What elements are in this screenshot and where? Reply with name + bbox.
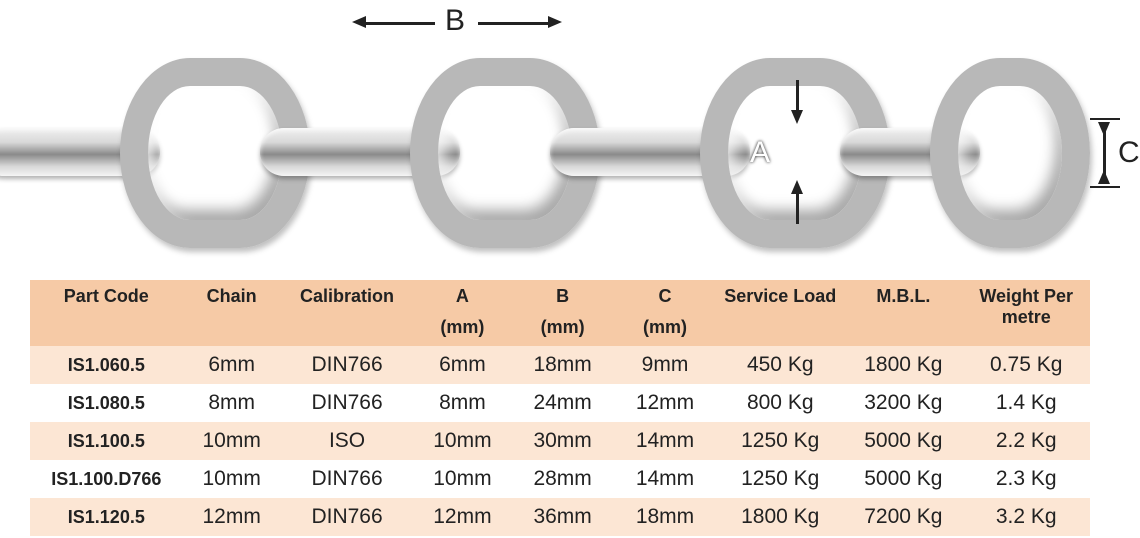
table-cell: 24mm xyxy=(511,384,613,422)
col-b: B (mm) xyxy=(511,280,613,346)
table-cell: 30mm xyxy=(511,422,613,460)
table-cell: IS1.100.5 xyxy=(30,422,183,460)
dim-b-arrow-right xyxy=(548,16,562,28)
dim-a-arrow-up xyxy=(791,180,803,194)
chain-vlink-4 xyxy=(930,58,1090,248)
dim-a-label: A xyxy=(750,136,770,170)
table-cell: 6mm xyxy=(413,346,511,384)
col-sub: (mm) xyxy=(417,317,507,338)
table-cell: 14mm xyxy=(614,460,716,498)
col-sub: (mm) xyxy=(618,317,712,338)
dim-c-label: C xyxy=(1118,136,1140,170)
table-cell: DIN766 xyxy=(281,498,414,536)
table-cell: 1800 Kg xyxy=(716,498,844,536)
page: B A C Part Co xyxy=(0,0,1140,536)
table-cell: 8mm xyxy=(183,384,281,422)
table-cell: 0.75 Kg xyxy=(962,346,1090,384)
table-row: IS1.120.512mmDIN76612mm36mm18mm1800 Kg72… xyxy=(30,498,1090,536)
col-calibration: Calibration xyxy=(281,280,414,346)
table-cell: IS1.100.D766 xyxy=(30,460,183,498)
table-cell: IS1.120.5 xyxy=(30,498,183,536)
table-cell: IS1.060.5 xyxy=(30,346,183,384)
table-cell: 5000 Kg xyxy=(844,460,962,498)
dim-a-line-bottom xyxy=(796,194,799,224)
dim-b-label: B xyxy=(445,4,465,38)
col-label: Weight Per metre xyxy=(979,286,1073,327)
col-label: Service Load xyxy=(724,286,836,306)
table-cell: 12mm xyxy=(413,498,511,536)
table-cell: 1800 Kg xyxy=(844,346,962,384)
chain-illustration xyxy=(10,50,1110,270)
table-cell: 1.4 Kg xyxy=(962,384,1090,422)
table-cell: 12mm xyxy=(614,384,716,422)
col-label: A xyxy=(456,286,469,306)
table-cell: 7200 Kg xyxy=(844,498,962,536)
table-cell: ISO xyxy=(281,422,414,460)
table-cell: IS1.080.5 xyxy=(30,384,183,422)
col-label: Calibration xyxy=(300,286,394,306)
table-cell: 18mm xyxy=(614,498,716,536)
table-cell: 10mm xyxy=(413,460,511,498)
table-cell: 2.3 Kg xyxy=(962,460,1090,498)
table-cell: 10mm xyxy=(413,422,511,460)
col-label: M.B.L. xyxy=(876,286,930,306)
table-cell: 28mm xyxy=(511,460,613,498)
col-label: Part Code xyxy=(64,286,149,306)
table-row: IS1.100.510mmISO10mm30mm14mm1250 Kg5000 … xyxy=(30,422,1090,460)
dim-c-tick-bottom xyxy=(1090,186,1120,188)
table-cell: 1250 Kg xyxy=(716,422,844,460)
col-mbl: M.B.L. xyxy=(844,280,962,346)
col-c: C (mm) xyxy=(614,280,716,346)
table-row: IS1.100.D76610mmDIN76610mm28mm14mm1250 K… xyxy=(30,460,1090,498)
table-cell: 6mm xyxy=(183,346,281,384)
dim-b-arrow-left xyxy=(352,16,366,28)
col-label: C xyxy=(658,286,671,306)
table-cell: 10mm xyxy=(183,460,281,498)
table-cell: 8mm xyxy=(413,384,511,422)
dim-b-line-left xyxy=(365,22,435,25)
table-cell: 9mm xyxy=(614,346,716,384)
table-cell: 3.2 Kg xyxy=(962,498,1090,536)
table-cell: 5000 Kg xyxy=(844,422,962,460)
col-service-load: Service Load xyxy=(716,280,844,346)
col-sub: (mm) xyxy=(515,317,609,338)
table-cell: DIN766 xyxy=(281,460,414,498)
spec-table: Part Code Chain Calibration A(mm) B(mm) … xyxy=(30,280,1090,536)
table-cell: 800 Kg xyxy=(716,384,844,422)
table-cell: 2.2 Kg xyxy=(962,422,1090,460)
table-cell: 12mm xyxy=(183,498,281,536)
spec-table-header-row: Part Code Chain Calibration A(mm) B(mm) … xyxy=(30,280,1090,346)
table-cell: DIN766 xyxy=(281,346,414,384)
table-row: IS1.060.56mmDIN7666mm18mm9mm450 Kg1800 K… xyxy=(30,346,1090,384)
table-cell: 14mm xyxy=(614,422,716,460)
table-cell: 18mm xyxy=(511,346,613,384)
spec-table-body: IS1.060.56mmDIN7666mm18mm9mm450 Kg1800 K… xyxy=(30,346,1090,536)
col-weight: Weight Per metre xyxy=(962,280,1090,346)
table-cell: 3200 Kg xyxy=(844,384,962,422)
col-a: A (mm) xyxy=(413,280,511,346)
dim-c-tick-top xyxy=(1090,118,1120,120)
dim-c-arrow-up xyxy=(1098,170,1110,184)
col-part-code: Part Code xyxy=(30,280,183,346)
table-row: IS1.080.58mmDIN7668mm24mm12mm800 Kg3200 … xyxy=(30,384,1090,422)
spec-table-head: Part Code Chain Calibration A(mm) B(mm) … xyxy=(30,280,1090,346)
col-label: B xyxy=(556,286,569,306)
dim-b-line-right xyxy=(478,22,548,25)
chain-diagram: B A C xyxy=(0,0,1140,280)
table-cell: 1250 Kg xyxy=(716,460,844,498)
table-cell: DIN766 xyxy=(281,384,414,422)
dim-a-line-top xyxy=(796,80,799,110)
col-chain: Chain xyxy=(183,280,281,346)
col-label: Chain xyxy=(207,286,257,306)
dim-a-arrow-down xyxy=(791,110,803,124)
table-cell: 36mm xyxy=(511,498,613,536)
table-cell: 450 Kg xyxy=(716,346,844,384)
table-cell: 10mm xyxy=(183,422,281,460)
